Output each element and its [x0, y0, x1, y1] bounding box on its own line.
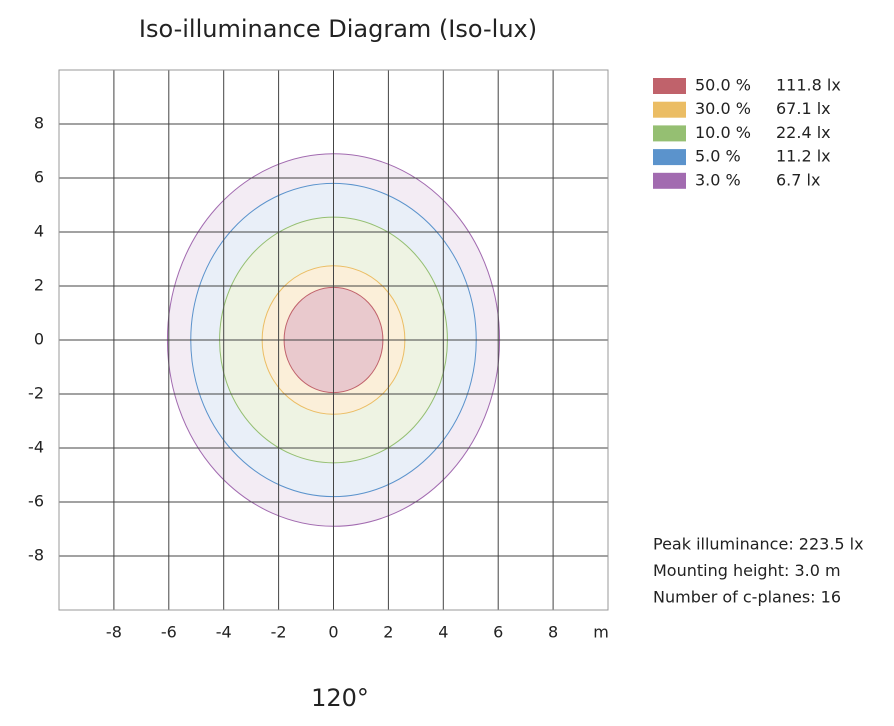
y-tick-label: 8 [34, 114, 44, 133]
legend-label: 50.0 % [695, 76, 751, 95]
legend-label: 30.0 % [695, 99, 751, 118]
legend-lux: 6.7 lx [776, 170, 820, 189]
y-tick-label: 6 [34, 168, 44, 187]
legend-swatch [653, 125, 686, 142]
x-tick-label: -4 [216, 623, 232, 642]
legend-lux: 22.4 lx [776, 123, 831, 142]
x-tick-label: 0 [328, 623, 338, 642]
legend-swatch [653, 149, 686, 166]
legend-swatch [653, 101, 686, 118]
y-tick-label: 4 [34, 222, 44, 241]
x-tick-label: 8 [548, 623, 558, 642]
x-tick-label: 2 [383, 623, 393, 642]
info-text: Mounting height: 3.0 m [653, 561, 841, 580]
info-text: Number of c-planes: 16 [653, 588, 841, 607]
y-tick-label: -4 [28, 438, 44, 457]
chart-title: Iso-illuminance Diagram (Iso-lux) [139, 15, 537, 43]
y-tick-label: 0 [34, 330, 44, 349]
x-tick-label: m [593, 623, 609, 642]
y-tick-label: -2 [28, 384, 44, 403]
legend-label: 3.0 % [695, 170, 741, 189]
info-text: Peak illuminance: 223.5 lx [653, 535, 864, 554]
legend-label: 10.0 % [695, 123, 751, 142]
x-tick-label: -8 [106, 623, 122, 642]
x-tick-label: 6 [493, 623, 503, 642]
legend-lux: 11.2 lx [776, 147, 831, 166]
y-tick-label: -8 [28, 546, 44, 565]
legend-swatch [653, 78, 686, 94]
x-tick-label: 4 [438, 623, 448, 642]
legend-lux: 111.8 lx [776, 76, 841, 95]
plot-frame [58, 69, 609, 611]
beam-angle: 120° [311, 684, 369, 712]
y-tick-label: 2 [34, 276, 44, 295]
x-tick-label: -6 [161, 623, 177, 642]
x-tick-label: -2 [271, 623, 287, 642]
legend-swatch [653, 172, 686, 189]
y-tick-label: -6 [28, 492, 44, 511]
legend-lux: 67.1 lx [776, 99, 831, 118]
legend-label: 5.0 % [695, 147, 741, 166]
